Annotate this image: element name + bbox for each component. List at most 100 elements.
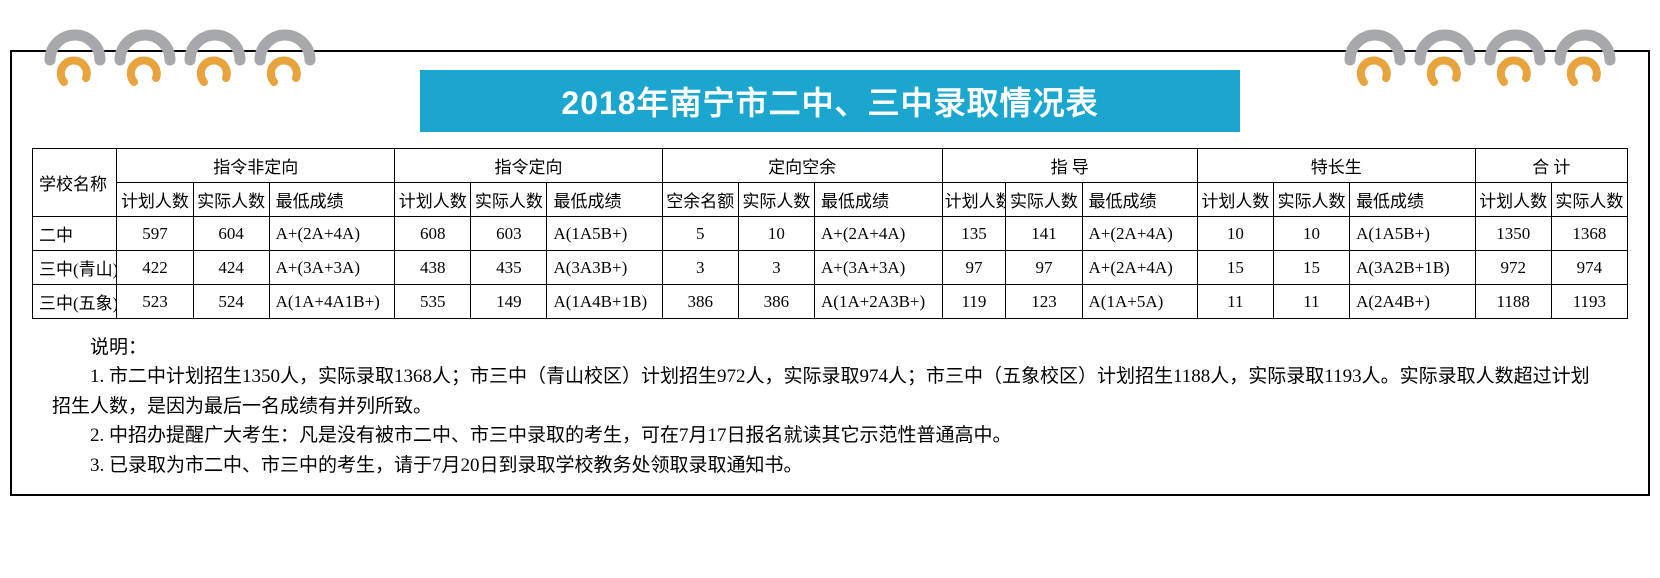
header-group: 指令非定向 xyxy=(117,149,395,183)
table-cell: A+(2A+4A) xyxy=(815,217,943,251)
notes-heading: 说明： xyxy=(52,333,1608,362)
table-cell: 603 xyxy=(471,217,547,251)
header-sub: 计划人数 xyxy=(117,183,193,217)
table-cell: 435 xyxy=(471,251,547,285)
header-sub: 空余名额 xyxy=(662,183,738,217)
header-group: 特长生 xyxy=(1197,149,1475,183)
table-cell: 三中(五象) xyxy=(33,285,117,319)
table-cell: 二中 xyxy=(33,217,117,251)
binder-ring-icon xyxy=(1342,4,1408,94)
header-group: 定向空余 xyxy=(662,149,942,183)
note-line: 3. 已录取为市二中、市三中的考生，请于7月20日到录取学校教务处领取录取通知书… xyxy=(52,451,1608,480)
table-cell: 10 xyxy=(1197,217,1273,251)
binder-ring-icon xyxy=(1482,4,1548,94)
header-group: 指 导 xyxy=(942,149,1197,183)
header-sub: 实际人数 xyxy=(738,183,814,217)
header-sub: 实际人数 xyxy=(1006,183,1082,217)
header-sub: 最低成绩 xyxy=(1350,183,1476,217)
header-group: 指令定向 xyxy=(395,149,663,183)
page-title-banner: 2018年南宁市二中、三中录取情况表 xyxy=(420,70,1240,132)
header-sub: 实际人数 xyxy=(1551,183,1627,217)
header-sub: 最低成绩 xyxy=(815,183,943,217)
header-sub: 实际人数 xyxy=(471,183,547,217)
table-cell: 604 xyxy=(193,217,269,251)
table-cell: A+(2A+4A) xyxy=(1082,251,1197,285)
header-group: 学校名称 xyxy=(33,149,117,217)
table-cell: 123 xyxy=(1006,285,1082,319)
table-cell: A(1A+4A1B+) xyxy=(269,285,395,319)
table-cell: A+(3A+3A) xyxy=(815,251,943,285)
table-cell: 11 xyxy=(1273,285,1349,319)
table-cell: 1188 xyxy=(1475,285,1551,319)
table-cell: A+(2A+4A) xyxy=(269,217,395,251)
binder-ring-icon xyxy=(1552,4,1618,94)
table-cell: A(3A3B+) xyxy=(547,251,662,285)
table-cell: 1193 xyxy=(1551,285,1627,319)
header-sub: 计划人数 xyxy=(1475,183,1551,217)
table-cell: 438 xyxy=(395,251,471,285)
table-cell: 972 xyxy=(1475,251,1551,285)
table-cell: 523 xyxy=(117,285,193,319)
table-row: 三中(五象)523524A(1A+4A1B+)535149A(1A4B+1B) 3… xyxy=(33,285,1628,319)
table-cell: 97 xyxy=(942,251,1006,285)
header-sub: 实际人数 xyxy=(193,183,269,217)
binder-ring-icon xyxy=(42,4,108,94)
binder-ring-icon xyxy=(1412,4,1478,94)
note-line: 2. 中招办提醒广大考生：凡是没有被市二中、市三中录取的考生，可在7月17日报名… xyxy=(52,421,1608,450)
binder-rings-right xyxy=(1342,4,1618,94)
table-cell: 三中(青山) xyxy=(33,251,117,285)
table-cell: 141 xyxy=(1006,217,1082,251)
table-cell: A(1A+2A3B+) xyxy=(815,285,943,319)
table-cell: 974 xyxy=(1551,251,1627,285)
binder-ring-icon xyxy=(112,4,178,94)
header-sub: 最低成绩 xyxy=(1082,183,1197,217)
header-sub: 最低成绩 xyxy=(547,183,662,217)
header-sub: 计划人数 xyxy=(942,183,1006,217)
table-cell: 3 xyxy=(738,251,814,285)
header-row-2: 计划人数实际人数最低成绩计划人数实际人数最低成绩空余名额实际人数最低成绩计划人数… xyxy=(33,183,1628,217)
table-cell: 15 xyxy=(1273,251,1349,285)
header-sub: 计划人数 xyxy=(1197,183,1273,217)
table-cell: 1368 xyxy=(1551,217,1627,251)
header-group: 合 计 xyxy=(1475,149,1627,183)
table-head: 学校名称指令非定向指令定向定向空余指 导特长生合 计 计划人数实际人数最低成绩计… xyxy=(33,149,1628,217)
table-cell: A(1A5B+) xyxy=(1350,217,1476,251)
table-cell: 135 xyxy=(942,217,1006,251)
table-cell: 422 xyxy=(117,251,193,285)
notes-section: 说明： 1. 市二中计划招生1350人，实际录取1368人；市三中（青山校区）计… xyxy=(32,333,1628,480)
binder-rings-left xyxy=(42,4,318,94)
header-sub: 计划人数 xyxy=(395,183,471,217)
table-cell: 535 xyxy=(395,285,471,319)
table-cell: A(1A+5A) xyxy=(1082,285,1197,319)
binder-ring-icon xyxy=(252,4,318,94)
table-cell: A+(2A+4A) xyxy=(1082,217,1197,251)
header-sub: 实际人数 xyxy=(1273,183,1349,217)
table-cell: 149 xyxy=(471,285,547,319)
table-cell: 386 xyxy=(738,285,814,319)
table-body: 二中597604A+(2A+4A)608603A(1A5B+)510A+(2A+… xyxy=(33,217,1628,319)
table-cell: 10 xyxy=(1273,217,1349,251)
table-cell: A+(3A+3A) xyxy=(269,251,395,285)
table-cell: A(1A4B+1B) xyxy=(547,285,662,319)
document-frame: 2018年南宁市二中、三中录取情况表 学校名称指令非定向指令定向定向空余指 导特… xyxy=(10,50,1650,496)
header-sub: 最低成绩 xyxy=(269,183,395,217)
table-cell: A(3A2B+1B) xyxy=(1350,251,1476,285)
admission-table: 学校名称指令非定向指令定向定向空余指 导特长生合 计 计划人数实际人数最低成绩计… xyxy=(32,148,1628,319)
table-row: 三中(青山)422424A+(3A+3A)438435A(3A3B+)33A+(… xyxy=(33,251,1628,285)
table-cell: 97 xyxy=(1006,251,1082,285)
table-cell: 597 xyxy=(117,217,193,251)
binder-ring-icon xyxy=(182,4,248,94)
table-cell: 424 xyxy=(193,251,269,285)
header-row-1: 学校名称指令非定向指令定向定向空余指 导特长生合 计 xyxy=(33,149,1628,183)
table-cell: A(1A5B+) xyxy=(547,217,662,251)
table-cell: 11 xyxy=(1197,285,1273,319)
table-cell: 608 xyxy=(395,217,471,251)
table-cell: 119 xyxy=(942,285,1006,319)
table-cell: 3 xyxy=(662,251,738,285)
notes-list: 1. 市二中计划招生1350人，实际录取1368人；市三中（青山校区）计划招生9… xyxy=(52,362,1608,480)
table-cell: 15 xyxy=(1197,251,1273,285)
table-cell: 524 xyxy=(193,285,269,319)
table-cell: 5 xyxy=(662,217,738,251)
table-cell: 1350 xyxy=(1475,217,1551,251)
table-cell: A(2A4B+) xyxy=(1350,285,1476,319)
